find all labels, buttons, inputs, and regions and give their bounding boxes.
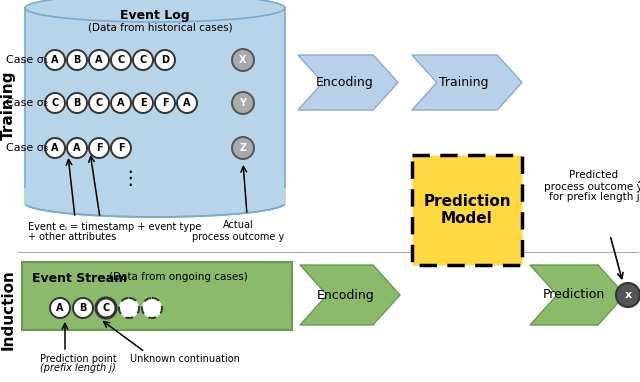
Text: B: B <box>79 303 86 313</box>
Circle shape <box>133 50 153 70</box>
Text: F: F <box>162 98 168 108</box>
Text: C: C <box>140 55 147 65</box>
Text: x: x <box>625 290 632 300</box>
Text: (Data from ongoing cases): (Data from ongoing cases) <box>109 272 248 282</box>
Text: + other attributes: + other attributes <box>28 232 116 242</box>
Circle shape <box>45 50 65 70</box>
Bar <box>24 188 286 204</box>
Polygon shape <box>300 265 400 325</box>
Text: F: F <box>118 143 124 153</box>
Text: Encoding: Encoding <box>316 76 373 89</box>
Text: Prediction point: Prediction point <box>40 354 116 364</box>
Text: Prediction: Prediction <box>542 288 605 301</box>
Circle shape <box>232 49 254 71</box>
Polygon shape <box>298 55 398 110</box>
Circle shape <box>111 50 131 70</box>
Text: Z: Z <box>239 143 246 153</box>
Circle shape <box>67 50 87 70</box>
Text: Unknown continuation: Unknown continuation <box>130 354 240 364</box>
Text: X: X <box>239 55 247 65</box>
Circle shape <box>89 93 109 113</box>
Circle shape <box>73 298 93 318</box>
Circle shape <box>155 50 175 70</box>
Text: Predicted: Predicted <box>570 170 619 180</box>
Bar <box>25 8 285 203</box>
Text: (Data from historical cases): (Data from historical cases) <box>88 23 232 33</box>
Text: (prefix length j): (prefix length j) <box>40 363 116 373</box>
Text: Y: Y <box>239 98 246 108</box>
Text: B: B <box>74 98 81 108</box>
Text: A: A <box>73 143 81 153</box>
Bar <box>22 262 292 330</box>
Text: for prefix length j: for prefix length j <box>548 192 639 202</box>
Text: Event eᵢ = timestamp + event type: Event eᵢ = timestamp + event type <box>28 222 202 232</box>
Text: ⋮: ⋮ <box>120 168 140 188</box>
Text: Induction: Induction <box>1 270 15 350</box>
Text: Case σ₂: Case σ₂ <box>6 98 48 108</box>
Text: Training: Training <box>438 76 488 89</box>
Circle shape <box>177 93 197 113</box>
Text: E: E <box>140 98 147 108</box>
Circle shape <box>133 93 153 113</box>
Circle shape <box>111 93 131 113</box>
Circle shape <box>89 50 109 70</box>
Text: A: A <box>117 98 125 108</box>
Text: Case σ₁: Case σ₁ <box>6 55 48 65</box>
Text: Actual
process outcome y: Actual process outcome y <box>192 220 284 241</box>
Circle shape <box>96 298 116 318</box>
Circle shape <box>45 138 65 158</box>
Circle shape <box>67 138 87 158</box>
Text: Training: Training <box>1 70 15 140</box>
Circle shape <box>111 138 131 158</box>
Text: A: A <box>95 55 103 65</box>
Circle shape <box>50 298 70 318</box>
Circle shape <box>67 93 87 113</box>
Text: D: D <box>161 55 169 65</box>
Text: C: C <box>117 55 125 65</box>
Circle shape <box>616 283 640 307</box>
Text: A: A <box>51 55 59 65</box>
Text: B: B <box>74 55 81 65</box>
Text: C: C <box>95 98 102 108</box>
Text: A: A <box>183 98 191 108</box>
Bar <box>24 188 286 204</box>
Text: F: F <box>96 143 102 153</box>
Text: Event Log: Event Log <box>120 10 190 23</box>
Circle shape <box>45 93 65 113</box>
Ellipse shape <box>25 189 285 217</box>
Text: C: C <box>51 98 59 108</box>
Circle shape <box>232 137 254 159</box>
Text: A: A <box>51 143 59 153</box>
Circle shape <box>89 138 109 158</box>
Ellipse shape <box>25 0 285 22</box>
Text: Case σ₃: Case σ₃ <box>6 143 48 153</box>
Text: C: C <box>102 303 109 313</box>
Circle shape <box>232 92 254 114</box>
Text: process outcome ŷ̂ⱼ: process outcome ŷ̂ⱼ <box>544 181 640 192</box>
Polygon shape <box>530 265 625 325</box>
Bar <box>412 155 522 265</box>
Text: Prediction
Model: Prediction Model <box>423 194 511 226</box>
Text: Event Stream: Event Stream <box>32 272 127 285</box>
Circle shape <box>142 298 162 318</box>
Text: A: A <box>56 303 64 313</box>
Polygon shape <box>412 55 522 110</box>
Circle shape <box>155 93 175 113</box>
Text: Encoding: Encoding <box>317 288 375 301</box>
Circle shape <box>119 298 139 318</box>
